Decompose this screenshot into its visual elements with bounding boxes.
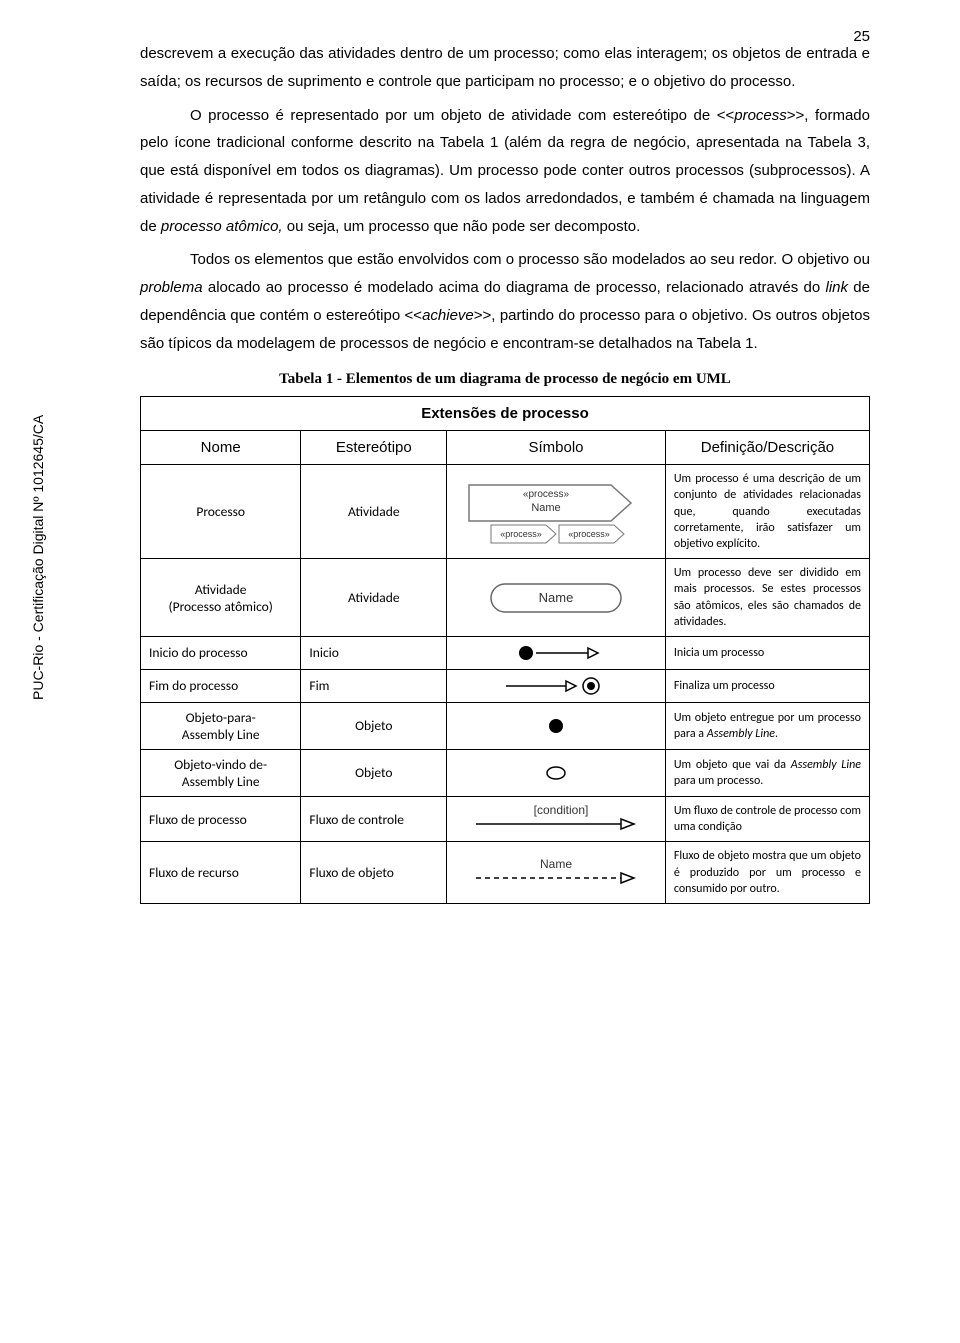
cell-stereo: Objeto xyxy=(301,749,447,796)
cell-def: Um processo deve ser dividido em mais pr… xyxy=(665,559,869,637)
p3-text-a: Todos os elementos que estão envolvidos … xyxy=(190,251,870,268)
cell-def: Um fluxo de controle de processo com uma… xyxy=(665,796,869,841)
table-row: Fluxo de recurso Fluxo de objeto Name Fl… xyxy=(141,842,870,904)
p3-italic-problema: problema xyxy=(140,279,203,296)
table-row: Fluxo de processo Fluxo de controle [con… xyxy=(141,796,870,841)
process-label: «process» xyxy=(523,489,570,500)
start-node-icon xyxy=(496,641,616,665)
subprocess-2: «process» xyxy=(568,529,610,539)
cell-name: Fluxo de processo xyxy=(141,796,301,841)
cell-name: Objeto-para- Assembly Line xyxy=(141,702,301,749)
paragraph-1: descrevem a execução das atividades dent… xyxy=(140,40,870,96)
col-definicao: Definição/Descrição xyxy=(665,431,869,465)
process-shape-icon: «process» Name «process» «process» xyxy=(461,477,651,547)
empty-circle-icon xyxy=(536,761,576,785)
page: 25 PUC-Rio - Certificação Digital Nº 101… xyxy=(0,0,960,1343)
cell-name: Objeto-vindo de- Assembly Line xyxy=(141,749,301,796)
cell-stereo: Objeto xyxy=(301,702,447,749)
table-row: Objeto-vindo de- Assembly Line Objeto Um… xyxy=(141,749,870,796)
process-name: Name xyxy=(531,502,560,514)
table-row: Nome Estereótipo Símbolo Definição/Descr… xyxy=(141,431,870,465)
cell-symbol xyxy=(447,669,666,702)
cell-def: Um processo é uma descrição de um conjun… xyxy=(665,465,869,559)
object-flow-icon: Name xyxy=(466,856,646,890)
cell-symbol xyxy=(447,749,666,796)
table-row: Processo Atividade «process» Name «proce… xyxy=(141,465,870,559)
p3-italic-achieve: achieve xyxy=(422,307,474,324)
cell-symbol: «process» Name «process» «process» xyxy=(447,465,666,559)
vertical-certification-label: PUC-Rio - Certificação Digital Nº 101264… xyxy=(30,415,46,700)
cell-stereo: Atividade xyxy=(301,559,447,637)
table-span-header: Extensões de processo xyxy=(141,397,870,431)
cell-symbol: Name xyxy=(447,842,666,904)
col-nome: Nome xyxy=(141,431,301,465)
activity-shape-icon: Name xyxy=(481,578,631,618)
cell-stereo: Inicio xyxy=(301,636,447,669)
paragraph-2: O processo é representado por um objeto … xyxy=(140,102,870,241)
cell-def: Finaliza um processo xyxy=(665,669,869,702)
table-row: Extensões de processo xyxy=(141,397,870,431)
paragraph-3: Todos os elementos que estão envolvidos … xyxy=(140,246,870,357)
flow-name-label: Name xyxy=(540,857,572,871)
cell-stereo: Fim xyxy=(301,669,447,702)
cell-symbol xyxy=(447,636,666,669)
cell-name: Atividade (Processo atômico) xyxy=(141,559,301,637)
table-row: Inicio do processo Inicio Inicia um proc… xyxy=(141,636,870,669)
cell-def: Um objeto que vai da Assembly Line para … xyxy=(665,749,869,796)
p2-text-a: O processo é representado por um objeto … xyxy=(190,107,734,124)
uml-elements-table: Extensões de processo Nome Estereótipo S… xyxy=(140,396,870,904)
p2-italic-atomico: processo atômico, xyxy=(161,218,283,235)
cell-name: Fluxo de recurso xyxy=(141,842,301,904)
col-estereotipo: Estereótipo xyxy=(301,431,447,465)
table-caption: Tabela 1 - Elementos de um diagrama de p… xyxy=(140,371,870,388)
table-row: Objeto-para- Assembly Line Objeto Um obj… xyxy=(141,702,870,749)
table-row: Atividade (Processo atômico) Atividade N… xyxy=(141,559,870,637)
cell-stereo: Fluxo de controle xyxy=(301,796,447,841)
p2-italic-process: process xyxy=(734,107,787,124)
p2-text-c: >>, formado pelo ícone tradicional confo… xyxy=(140,107,870,235)
table-row: Fim do processo Fim Finaliza um processo xyxy=(141,669,870,702)
page-number: 25 xyxy=(853,28,870,45)
p2-text-e: ou seja, um processo que não pode ser de… xyxy=(283,218,641,235)
subprocess-1: «process» xyxy=(500,529,542,539)
cell-name: Processo xyxy=(141,465,301,559)
cell-def: Um objeto entregue por um processo para … xyxy=(665,702,869,749)
cell-stereo: Fluxo de objeto xyxy=(301,842,447,904)
p3-text-c: alocado ao processo é modelado acima do … xyxy=(203,279,826,296)
activity-name: Name xyxy=(539,590,574,605)
end-node-icon xyxy=(496,674,616,698)
cell-def: Fluxo de objeto mostra que um objeto é p… xyxy=(665,842,869,904)
col-simbolo: Símbolo xyxy=(447,431,666,465)
cell-symbol xyxy=(447,702,666,749)
cell-name: Inicio do processo xyxy=(141,636,301,669)
cell-symbol: Name xyxy=(447,559,666,637)
p3-italic-link: link xyxy=(825,279,848,296)
cell-symbol: [condition] xyxy=(447,796,666,841)
control-flow-icon: [condition] xyxy=(466,802,646,836)
cell-name: Fim do processo xyxy=(141,669,301,702)
filled-circle-icon xyxy=(536,714,576,738)
cell-stereo: Atividade xyxy=(301,465,447,559)
condition-label: [condition] xyxy=(534,803,589,817)
cell-def: Inicia um processo xyxy=(665,636,869,669)
